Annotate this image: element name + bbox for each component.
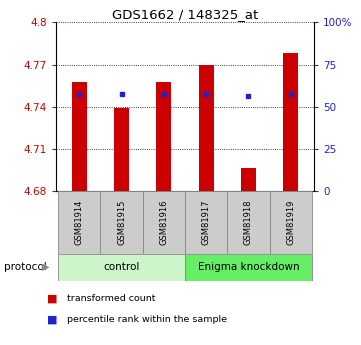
Text: ■: ■ xyxy=(47,315,57,325)
Bar xyxy=(199,65,214,191)
Text: control: control xyxy=(103,263,140,272)
Bar xyxy=(185,254,312,281)
Text: GSM81918: GSM81918 xyxy=(244,200,253,245)
Text: GSM81917: GSM81917 xyxy=(202,200,211,245)
Bar xyxy=(283,53,298,191)
Bar xyxy=(58,254,185,281)
Text: GSM81914: GSM81914 xyxy=(75,200,84,245)
Bar xyxy=(114,108,129,191)
Bar xyxy=(143,191,185,254)
Text: protocol: protocol xyxy=(4,263,46,272)
Bar xyxy=(185,191,227,254)
Text: percentile rank within the sample: percentile rank within the sample xyxy=(67,315,227,324)
Title: GDS1662 / 148325_at: GDS1662 / 148325_at xyxy=(112,8,258,21)
Text: GSM81915: GSM81915 xyxy=(117,200,126,245)
Bar xyxy=(156,81,171,191)
Bar xyxy=(227,191,270,254)
Text: transformed count: transformed count xyxy=(67,294,155,303)
Bar xyxy=(241,168,256,191)
Bar xyxy=(58,191,100,254)
Text: GSM81919: GSM81919 xyxy=(286,200,295,245)
Bar xyxy=(72,81,87,191)
Text: Enigma knockdown: Enigma knockdown xyxy=(198,263,299,272)
Text: ■: ■ xyxy=(47,294,57,303)
Bar xyxy=(270,191,312,254)
Text: GSM81916: GSM81916 xyxy=(159,200,168,245)
Bar xyxy=(100,191,143,254)
